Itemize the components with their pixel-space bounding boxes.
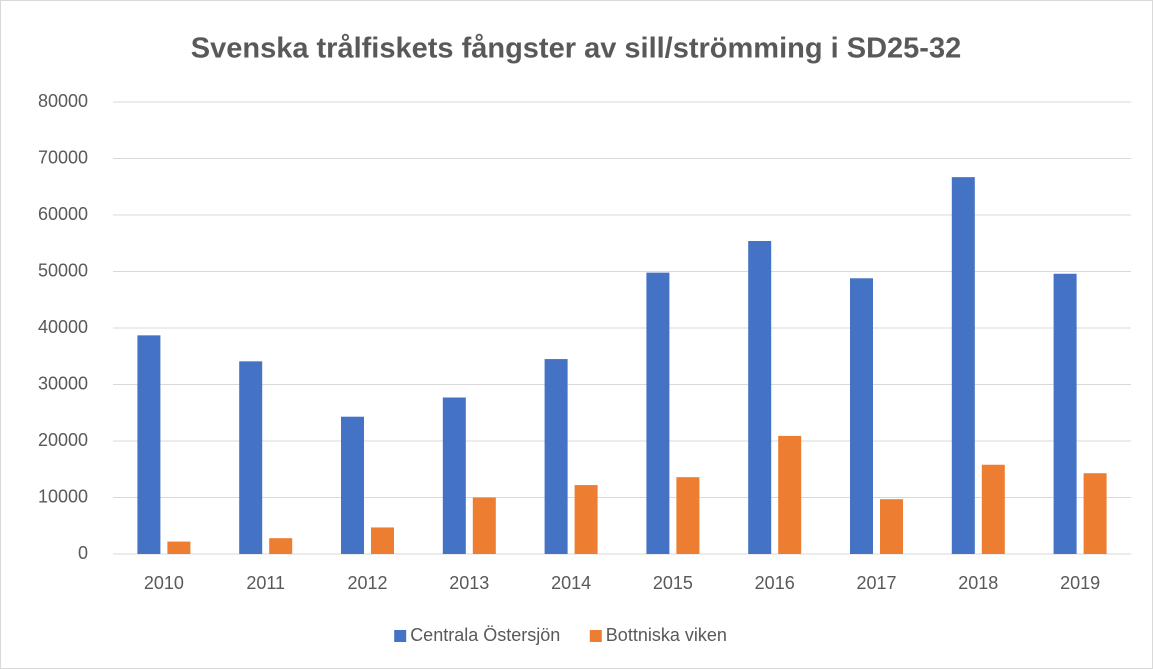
x-tick-label: 2018 (958, 573, 998, 593)
x-tick-label: 2016 (755, 573, 795, 593)
y-tick-label: 30000 (38, 373, 88, 393)
y-tick-label: 70000 (38, 147, 88, 167)
bar (778, 435, 802, 554)
bar (137, 335, 161, 554)
legend-swatch (589, 630, 602, 642)
x-tick-label: 2011 (246, 573, 285, 593)
bar (544, 359, 568, 554)
bar (239, 361, 263, 554)
x-tick-label: 2012 (347, 573, 387, 593)
y-tick-label: 40000 (38, 317, 88, 337)
y-tick-label: 80000 (38, 91, 88, 111)
bar (850, 278, 873, 554)
x-tick-label: 2014 (551, 573, 591, 593)
bar (646, 272, 670, 554)
bar (748, 240, 772, 555)
bar (981, 464, 1005, 554)
y-tick-label: 50000 (38, 260, 88, 280)
bar (341, 416, 364, 554)
bar (371, 527, 394, 554)
chart-title: Svenska trålfiskets fångster av sill/str… (191, 33, 961, 65)
bar (1083, 473, 1107, 554)
bar (442, 397, 466, 554)
x-tick-label: 2013 (449, 573, 489, 593)
bar (676, 477, 700, 554)
x-tick-label: 2015 (653, 573, 693, 593)
bar (951, 177, 975, 554)
bar (269, 538, 293, 554)
y-tick-label: 20000 (38, 430, 88, 450)
bar (1053, 273, 1077, 554)
y-tick-label: 60000 (38, 204, 88, 224)
bar (574, 485, 598, 554)
legend-label: Bottniska viken (606, 625, 727, 645)
y-tick-label: 10000 (38, 486, 88, 506)
x-tick-label: 2017 (856, 573, 896, 593)
legend-swatch (394, 630, 407, 642)
x-tick-label: 2010 (144, 573, 184, 593)
y-tick-label: 0 (78, 543, 88, 563)
bar (167, 541, 191, 554)
bar (880, 499, 903, 554)
bar (472, 497, 496, 554)
legend-label: Centrala Östersjön (410, 625, 560, 645)
x-tick-label: 2019 (1060, 573, 1100, 593)
